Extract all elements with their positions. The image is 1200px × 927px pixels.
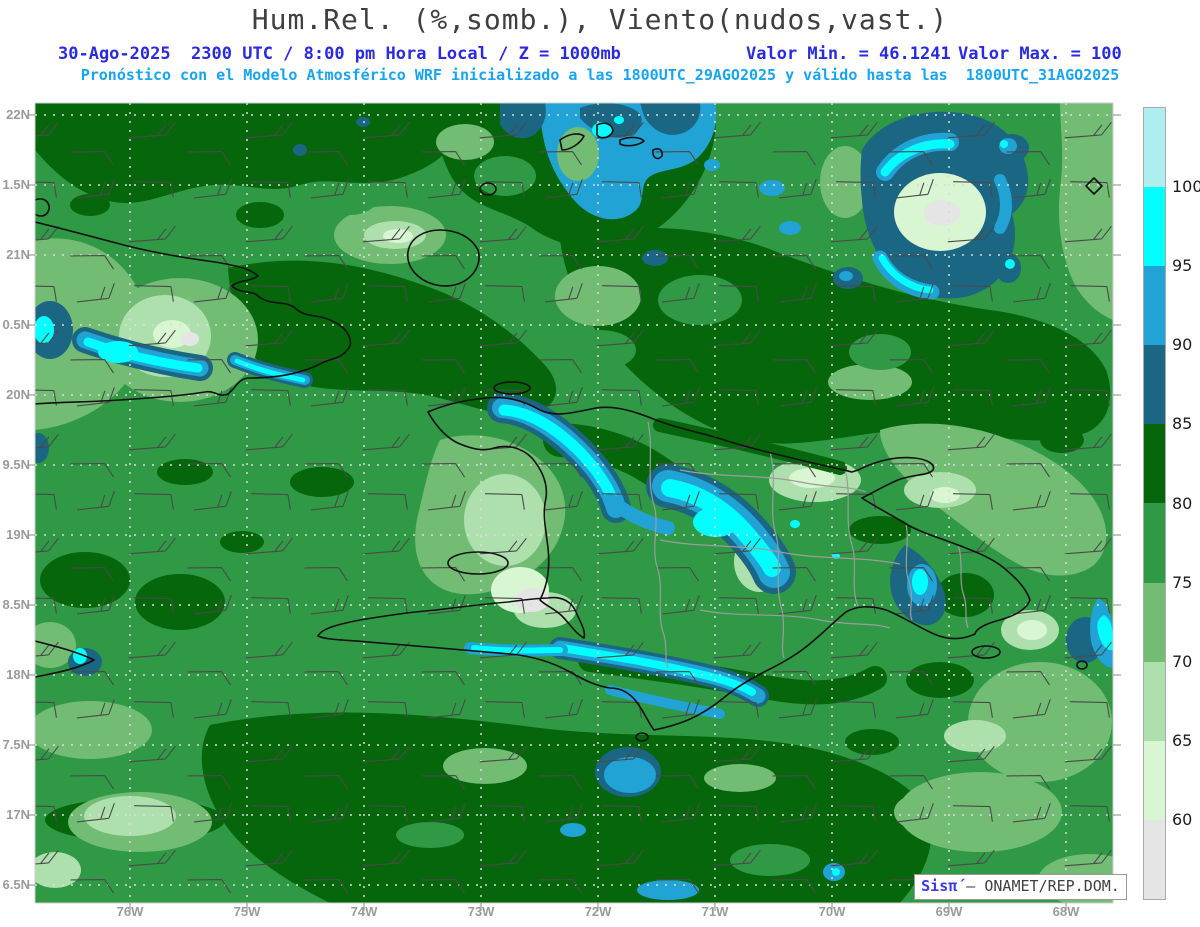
colorbar-tick-label: 65: [1172, 731, 1193, 750]
colorbar-tick-label: 60: [1172, 810, 1193, 829]
lat-tick-label: 8.5N: [2, 597, 30, 612]
lon-tick-label: 73W: [467, 904, 495, 919]
coastline-gonave-island: [447, 551, 509, 575]
lat-tick-label: 20N: [6, 387, 30, 402]
humidity-colorbar: [1143, 107, 1166, 900]
coastline-tortuga-island: [493, 381, 531, 395]
lat-tick-label: 6.5N: [2, 877, 30, 892]
lon-tick-label: 75W: [233, 904, 261, 919]
lon-tick-label: 70W: [818, 904, 846, 919]
coastline-cuba: [35, 198, 352, 405]
map-frame: [34, 102, 1114, 904]
colorbar-tick-label: 80: [1172, 494, 1193, 513]
coastline-great-inagua: [406, 229, 480, 287]
coastline-jamaica: [35, 640, 95, 678]
colorbar-tick-label: 100: [1172, 177, 1200, 196]
watermark-separator: –: [957, 877, 985, 895]
lat-tick-label: 17N: [6, 807, 30, 822]
colorbar-segment: [1144, 503, 1165, 583]
lat-tick-label: 21N: [6, 247, 30, 262]
lat-tick-label: 7.5N: [2, 737, 30, 752]
model-run-label: Pronóstico con el Modelo Atmosférico WRF…: [80, 66, 1120, 84]
lon-tick-label: 74W: [350, 904, 378, 919]
province-borders: [647, 421, 969, 669]
coastline-little-inagua: [479, 182, 497, 196]
colorbar-segment: [1144, 582, 1165, 662]
colorbar-tick-label: 70: [1172, 652, 1193, 671]
colorbar-segment: [1144, 661, 1165, 741]
colorbar-tick-label: 85: [1172, 414, 1193, 433]
coastline-saona-island: [971, 645, 1001, 659]
watermark-brand: Sisπ́: [921, 877, 958, 895]
lat-tick-label: 19N: [6, 527, 30, 542]
watermark-box: Sisπ́ – ONAMET/REP.DOM.: [914, 874, 1127, 900]
colorbar-segment: [1144, 266, 1165, 346]
lat-tick-label: 9.5N: [2, 457, 30, 472]
lat-tick-label: 18N: [6, 667, 30, 682]
colorbar-tick-label: 90: [1172, 335, 1193, 354]
colorbar-segment: [1144, 187, 1165, 267]
colorbar-segment: [1144, 819, 1165, 899]
watermark-org: ONAMET/REP.DOM.: [984, 877, 1120, 895]
colorbar-segment: [1144, 108, 1165, 188]
coastline-grand-turk: [1085, 177, 1103, 195]
lat-tick-label: 0.5N: [2, 317, 30, 332]
lon-tick-label: 71W: [701, 904, 729, 919]
lon-tick-label: 68W: [1052, 904, 1080, 919]
lat-tick-label: 1.5N: [2, 177, 30, 192]
value-min-label: Valor Min. = 46.1241: [746, 44, 951, 64]
lon-tick-label: 72W: [584, 904, 612, 919]
colorbar-segment: [1144, 424, 1165, 504]
lat-tick-label: 22N: [6, 107, 30, 122]
colorbar-tick-label: 75: [1172, 573, 1193, 592]
colorbar-segment: [1144, 345, 1165, 425]
wind-barbs-layer: [35, 103, 1113, 903]
page-title: Hum.Rel. (%,somb.), Viento(nudos,vast.): [251, 3, 949, 36]
valid-time-label: 30-Ago-2025 2300 UTC / 8:00 pm Hora Loca…: [58, 44, 621, 64]
coastline-turks-caicos: [559, 122, 663, 160]
coastline-mona-island: [1076, 660, 1088, 670]
lon-tick-label: 69W: [935, 904, 963, 919]
coastline-hispaniola: [317, 396, 1031, 731]
value-max-label: Valor Max. = 100: [958, 44, 1122, 64]
colorbar-tick-label: 95: [1172, 256, 1193, 275]
lon-tick-label: 76W: [116, 904, 144, 919]
colorbar-segment: [1144, 740, 1165, 820]
coastline-beata-island: [635, 732, 649, 742]
